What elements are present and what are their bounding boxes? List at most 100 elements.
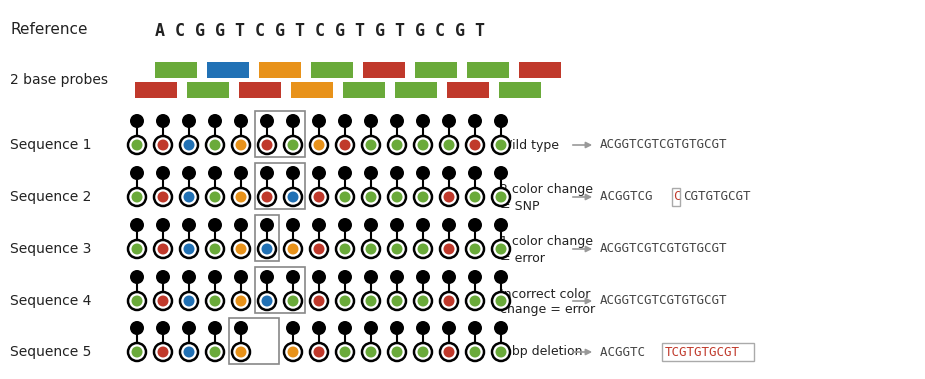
Circle shape [338, 166, 352, 180]
Circle shape [466, 188, 484, 206]
Circle shape [131, 296, 142, 307]
Circle shape [362, 240, 380, 258]
Circle shape [314, 191, 325, 202]
Circle shape [154, 188, 172, 206]
Text: TCGTGTGCGT: TCGTGTGCGT [664, 346, 739, 359]
Circle shape [470, 346, 480, 357]
Circle shape [468, 218, 482, 232]
Circle shape [156, 114, 170, 128]
Circle shape [312, 321, 326, 335]
Circle shape [440, 292, 458, 310]
Text: Reference: Reference [10, 22, 88, 37]
Circle shape [494, 218, 508, 232]
Circle shape [338, 218, 352, 232]
Circle shape [365, 139, 376, 150]
Circle shape [208, 166, 222, 180]
Circle shape [180, 240, 198, 258]
Text: A C G G T C G T C G T G T G C G T: A C G G T C G T C G T G T G C G T [155, 22, 485, 40]
Circle shape [157, 139, 168, 150]
Circle shape [390, 114, 404, 128]
Circle shape [131, 191, 142, 202]
Circle shape [310, 240, 328, 258]
Circle shape [496, 139, 507, 150]
Circle shape [496, 296, 507, 307]
Bar [395, 82, 437, 98]
Circle shape [208, 114, 222, 128]
Circle shape [131, 243, 142, 255]
Bar [155, 62, 197, 78]
Circle shape [284, 188, 302, 206]
Circle shape [336, 188, 354, 206]
Circle shape [286, 270, 300, 284]
Circle shape [260, 166, 274, 180]
Circle shape [365, 243, 376, 255]
Circle shape [414, 343, 432, 361]
Circle shape [206, 343, 224, 361]
Circle shape [339, 296, 351, 307]
Circle shape [310, 188, 328, 206]
Circle shape [364, 114, 378, 128]
Circle shape [208, 218, 222, 232]
Circle shape [312, 270, 326, 284]
Circle shape [284, 292, 302, 310]
Circle shape [440, 188, 458, 206]
Circle shape [470, 243, 480, 255]
Circle shape [492, 188, 510, 206]
Text: = SNP: = SNP [500, 199, 539, 213]
Circle shape [314, 243, 325, 255]
Circle shape [234, 166, 248, 180]
Circle shape [417, 346, 428, 357]
Circle shape [496, 243, 507, 255]
Circle shape [258, 240, 276, 258]
Circle shape [362, 292, 380, 310]
Circle shape [288, 346, 299, 357]
Circle shape [416, 270, 430, 284]
Circle shape [312, 114, 326, 128]
Circle shape [182, 114, 196, 128]
Circle shape [414, 292, 432, 310]
Circle shape [130, 114, 144, 128]
Circle shape [417, 191, 428, 202]
Circle shape [417, 139, 428, 150]
Circle shape [154, 240, 172, 258]
Text: C: C [673, 191, 681, 204]
Circle shape [492, 136, 510, 154]
Circle shape [157, 296, 168, 307]
Text: ACGGTCGTCGTGTGCGT: ACGGTCGTCGTGTGCGT [600, 243, 727, 255]
Circle shape [391, 346, 402, 357]
Circle shape [443, 139, 454, 150]
Circle shape [128, 240, 146, 258]
Bar [363, 62, 405, 78]
Text: Sequence 1: Sequence 1 [10, 138, 92, 152]
Circle shape [208, 321, 222, 335]
Circle shape [180, 136, 198, 154]
Circle shape [288, 191, 299, 202]
Circle shape [388, 343, 406, 361]
Circle shape [208, 270, 222, 284]
Circle shape [288, 139, 299, 150]
Circle shape [362, 136, 380, 154]
Circle shape [236, 346, 246, 357]
Circle shape [442, 270, 456, 284]
Circle shape [286, 321, 300, 335]
Circle shape [236, 296, 246, 307]
Circle shape [390, 166, 404, 180]
Circle shape [440, 240, 458, 258]
Circle shape [154, 292, 172, 310]
Circle shape [390, 270, 404, 284]
Circle shape [362, 188, 380, 206]
Bar [255, 163, 305, 209]
Circle shape [414, 240, 432, 258]
Circle shape [154, 343, 172, 361]
Text: 1 bp deletion: 1 bp deletion [500, 346, 583, 359]
Circle shape [234, 321, 248, 335]
Circle shape [492, 240, 510, 258]
Circle shape [391, 243, 402, 255]
Circle shape [442, 114, 456, 128]
Circle shape [234, 270, 248, 284]
Circle shape [364, 270, 378, 284]
Circle shape [314, 139, 325, 150]
Circle shape [416, 114, 430, 128]
Circle shape [157, 191, 168, 202]
Circle shape [180, 292, 198, 310]
